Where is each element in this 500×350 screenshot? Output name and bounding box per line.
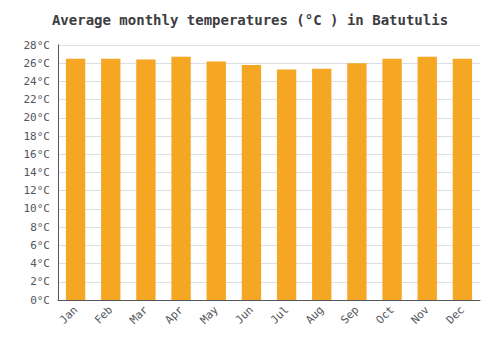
svg-text:18°C: 18°C [24, 130, 51, 143]
svg-text:May: May [198, 303, 221, 326]
svg-text:Feb: Feb [92, 303, 115, 326]
svg-text:Jan: Jan [57, 303, 80, 326]
svg-text:Apr: Apr [162, 303, 185, 326]
svg-text:Mar: Mar [127, 303, 150, 326]
svg-text:2°C: 2°C [30, 275, 50, 288]
svg-text:12°C: 12°C [24, 184, 51, 197]
svg-text:Jul: Jul [268, 303, 291, 326]
svg-text:22°C: 22°C [24, 93, 51, 106]
svg-text:Oct: Oct [373, 303, 396, 326]
svg-text:Aug: Aug [303, 303, 326, 326]
svg-text:10°C: 10°C [24, 202, 51, 215]
svg-text:8°C: 8°C [30, 221, 50, 234]
svg-text:Average monthly temperatures (: Average monthly temperatures (°C ) in Ba… [52, 12, 448, 28]
svg-text:Sep: Sep [338, 303, 361, 326]
svg-text:Jun: Jun [233, 303, 256, 326]
svg-text:20°C: 20°C [24, 111, 51, 124]
svg-text:14°C: 14°C [24, 166, 51, 179]
svg-text:28°C: 28°C [24, 39, 51, 52]
svg-text:6°C: 6°C [30, 239, 50, 252]
svg-text:4°C: 4°C [30, 257, 50, 270]
svg-text:Dec: Dec [444, 303, 467, 326]
svg-text:16°C: 16°C [24, 148, 51, 161]
svg-text:0°C: 0°C [30, 294, 50, 307]
svg-text:26°C: 26°C [24, 57, 51, 70]
svg-text:24°C: 24°C [24, 75, 51, 88]
svg-text:Nov: Nov [409, 303, 432, 326]
